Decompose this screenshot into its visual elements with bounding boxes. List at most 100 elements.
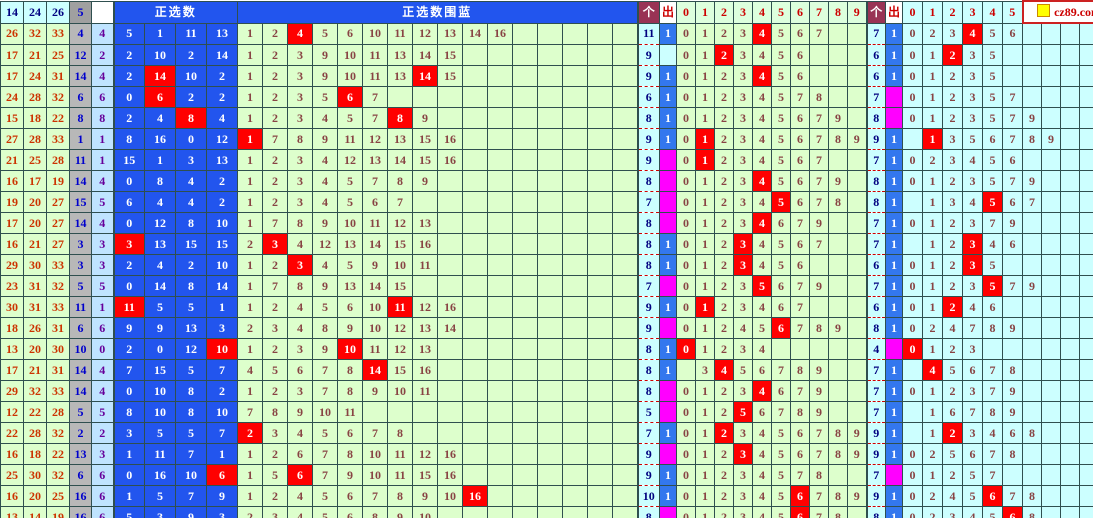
digit-c-5: 5 xyxy=(982,254,1004,276)
digit-g-10 xyxy=(847,233,868,255)
zhengxuanshu-2: 16 xyxy=(144,128,176,150)
weilan-11 xyxy=(487,485,514,507)
weilan-3: 3 xyxy=(287,254,314,276)
digit-g-2: 1 xyxy=(695,380,716,402)
digit-c-9 xyxy=(1060,401,1081,423)
weilan-16 xyxy=(612,22,639,45)
digit-g-9 xyxy=(828,380,849,402)
weilan-11 xyxy=(487,422,514,444)
digit-g-4: 3 xyxy=(733,485,754,507)
digit-g-6: 5 xyxy=(771,485,792,507)
digit-c-7 xyxy=(1022,317,1043,339)
count-2: 9 xyxy=(865,128,887,150)
table-row: 17 20 27 14 4 0 12 8 10 1 7 8 9 10 11 12 13 8 0 1 2 3 4 6 7 9 7 1 0 1… xyxy=(0,212,1093,234)
count-1: 11 xyxy=(636,22,661,45)
weilan-13 xyxy=(537,506,564,518)
red-ball-1: 16 xyxy=(0,443,24,465)
site-logo[interactable]: cz89.com xyxy=(1021,0,1093,24)
digit-g-5: 5 xyxy=(752,317,773,339)
weilan-6: 10 xyxy=(362,464,389,486)
digit-g-9: 8 xyxy=(828,506,849,518)
blue-tail: 1 xyxy=(91,296,114,318)
weilan-14 xyxy=(562,170,589,192)
digit-c-9 xyxy=(1060,128,1081,150)
digit-g-5: 5 xyxy=(752,275,773,297)
digit-c-10 xyxy=(1079,338,1093,360)
weilan-2: 2 xyxy=(262,65,289,87)
marker-2: 1 xyxy=(885,296,904,318)
digit-c-9 xyxy=(1060,254,1081,276)
digit-c-7: 8 xyxy=(1022,128,1043,150)
weilan-6: 9 xyxy=(362,254,389,276)
red-ball-1: 13 xyxy=(0,338,24,360)
weilan-10 xyxy=(462,254,489,276)
weilan-13 xyxy=(537,422,564,444)
weilan-11 xyxy=(487,128,514,150)
weilan-7: 15 xyxy=(387,233,414,255)
digit-g-8: 7 xyxy=(809,233,830,255)
digit-g-7: 8 xyxy=(790,359,811,381)
digit-c-4: 5 xyxy=(962,485,984,507)
header-digit-c-5: 5 xyxy=(1002,0,1024,24)
digit-c-2: 1 xyxy=(922,86,944,108)
red-ball-3: 22 xyxy=(46,107,70,129)
digit-c-2: 1 xyxy=(922,233,944,255)
count-2: 6 xyxy=(865,44,887,66)
digit-g-3: 2 xyxy=(714,506,735,518)
digit-c-3: 2 xyxy=(942,170,964,192)
count-2: 7 xyxy=(865,212,887,234)
digit-c-6 xyxy=(1002,296,1024,318)
weilan-15 xyxy=(587,128,614,150)
blue-tail: 1 xyxy=(91,149,114,171)
marker-1 xyxy=(659,149,678,171)
digit-g-6: 5 xyxy=(771,443,792,465)
zhengxuanshu-1: 2 xyxy=(112,338,145,360)
blue-ball: 11 xyxy=(69,296,92,318)
digit-c-4: 4 xyxy=(962,506,984,518)
blue-ball: 2 xyxy=(69,422,92,444)
digit-g-8: 7 xyxy=(809,170,830,192)
zhengxuanshu-3: 5 xyxy=(175,359,207,381)
digit-g-9 xyxy=(828,86,849,108)
count-1: 7 xyxy=(636,422,661,444)
weilan-16 xyxy=(612,254,639,276)
digit-g-6: 5 xyxy=(771,22,792,45)
weilan-7: 13 xyxy=(387,128,414,150)
digit-g-2: 1 xyxy=(695,149,716,171)
red-ball-1: 18 xyxy=(0,317,24,339)
weilan-1: 1 xyxy=(237,296,264,318)
marker-1 xyxy=(659,380,678,402)
digit-c-1: 0 xyxy=(902,22,924,45)
digit-g-4: 3 xyxy=(733,443,754,465)
weilan-14 xyxy=(562,22,589,45)
weilan-14 xyxy=(562,506,589,518)
digit-c-2: 1 xyxy=(922,65,944,87)
digit-g-3: 2 xyxy=(714,275,735,297)
weilan-16 xyxy=(612,44,639,66)
digit-c-2: 1 xyxy=(922,212,944,234)
weilan-5: 13 xyxy=(337,275,364,297)
zhengxuanshu-2: 3 xyxy=(144,506,176,518)
table-row: 1320301002012101239101112138101234401233 xyxy=(0,338,1093,360)
digit-g-7: 6 xyxy=(790,422,811,444)
digit-c-2: 4 xyxy=(922,359,944,381)
digit-c-10 xyxy=(1079,191,1093,213)
digit-g-2: 1 xyxy=(695,401,716,423)
weilan-5: 6 xyxy=(337,506,364,518)
weilan-3: 3 xyxy=(287,191,314,213)
weilan-6: 10 xyxy=(362,22,389,45)
header-digit-g-3: 3 xyxy=(733,0,754,24)
weilan-5: 10 xyxy=(337,65,364,87)
marker-1: 1 xyxy=(659,464,678,486)
digit-g-10 xyxy=(847,86,868,108)
red-ball-2: 32 xyxy=(23,22,47,45)
zhengxuanshu-4: 2 xyxy=(205,65,239,87)
zhengxuanshu-2: 10 xyxy=(144,380,176,402)
marker-2 xyxy=(885,464,904,486)
zhengxuanshu-1: 6 xyxy=(112,191,145,213)
weilan-8 xyxy=(412,86,439,108)
red-ball-3: 33 xyxy=(46,22,70,45)
weilan-11 xyxy=(487,443,514,465)
digit-c-4: 3 xyxy=(962,44,984,66)
count-1: 8 xyxy=(636,233,661,255)
